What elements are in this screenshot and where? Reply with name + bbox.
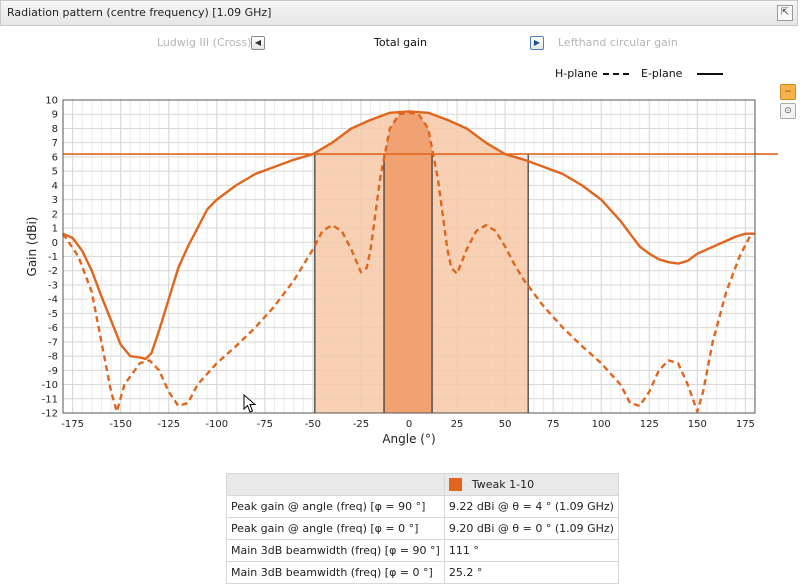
series-swatch: [448, 478, 462, 492]
table-row: Main 3dB beamwidth (freq) [φ = 0 °] 25.2…: [226, 561, 619, 584]
x-tick-label: 100: [592, 419, 611, 430]
y-tick-label: -4: [48, 295, 58, 306]
row-label: Main 3dB beamwidth (freq) [φ = 90 °]: [226, 539, 445, 562]
x-tick-label: 25: [451, 419, 464, 430]
x-tick-label: 75: [547, 419, 560, 430]
e-plane-beam-fill: [384, 112, 433, 413]
x-tick-label: 125: [640, 419, 659, 430]
summary-header-empty: [226, 473, 445, 496]
table-row: Main 3dB beamwidth (freq) [φ = 90 °] 111…: [226, 539, 619, 562]
y-tick-label: 3: [52, 195, 58, 206]
legend-h-plane: H-plane: [555, 67, 598, 80]
row-label: Peak gain @ angle (freq) [φ = 90 °]: [226, 495, 445, 518]
y-tick-label: -12: [42, 409, 58, 420]
legend-e-plane: E-plane: [641, 67, 683, 80]
y-tick-label: -9: [48, 366, 58, 377]
line-chart-icon[interactable]: ~: [780, 84, 796, 100]
radiation-pattern-chart: -175 -150 -125 -100 -75 -50 -25 0 25 50 75 100 125 15…: [25, 96, 778, 446]
y-tick-label: 4: [52, 181, 58, 192]
y-tick-label: -8: [48, 352, 58, 363]
y-tick-label: -1: [48, 252, 58, 263]
nav-next-label[interactable]: Lefthand circular gain: [558, 36, 678, 49]
download-icon[interactable]: ⊙: [780, 103, 796, 119]
y-tick-label: -7: [48, 337, 58, 348]
pin-icon[interactable]: ⇱: [777, 5, 793, 21]
y-tick-label: 6: [52, 152, 58, 163]
y-tick-label: 0: [52, 238, 58, 249]
y-tick-label: -6: [48, 323, 58, 334]
e-plane-series-line: [62, 110, 755, 361]
x-axis-label: Angle (°): [382, 432, 435, 446]
legend-solid-line-icon: [697, 73, 723, 75]
row-value: 9.22 dBi @ θ = 4 ° (1.09 GHz): [443, 495, 619, 518]
y-tick-label: -5: [48, 309, 58, 320]
x-tick-label: -75: [257, 419, 273, 430]
nav-current-label: Total gain: [374, 36, 427, 49]
x-tick-label: 0: [406, 419, 412, 430]
window-titlebar: Radiation pattern (centre frequency) [1.…: [0, 0, 798, 26]
x-tick-label: -150: [109, 419, 132, 430]
x-tick-label: 150: [688, 419, 707, 430]
y-tick-label: -10: [42, 380, 58, 391]
x-tick-label: 50: [499, 419, 512, 430]
row-value: 111 °: [443, 539, 619, 562]
x-tick-label: -100: [205, 419, 228, 430]
y-tick-label: 7: [52, 138, 58, 149]
y-tick-label: 5: [52, 167, 58, 178]
y-tick-label: -11: [42, 394, 58, 405]
prev-arrow-icon[interactable]: ◀: [251, 36, 265, 50]
x-tick-label: 175: [736, 419, 755, 430]
nav-prev-label[interactable]: Ludwig III (Cross): [157, 36, 252, 49]
y-tick-label: 9: [52, 110, 58, 121]
summary-header-label: Tweak 1-10: [471, 477, 535, 491]
y-tick-label: -3: [48, 280, 58, 291]
row-value: 9.20 dBi @ θ = 0 ° (1.09 GHz): [443, 517, 619, 540]
h-plane-series-line: [62, 111, 755, 413]
x-tick-label: -50: [305, 419, 321, 430]
summary-header-row: Tweak 1-10: [226, 473, 619, 496]
y-axis-label: Gain (dBi): [25, 217, 39, 277]
summary-header-cell: Tweak 1-10: [443, 473, 619, 496]
y-tick-label: 2: [52, 209, 58, 220]
row-value: 25.2 °: [443, 561, 619, 584]
legend-dashed-line-icon: [603, 73, 629, 75]
table-row: Peak gain @ angle (freq) [φ = 90 °] 9.22…: [226, 495, 619, 518]
table-row: Peak gain @ angle (freq) [φ = 0 °] 9.20 …: [226, 517, 619, 540]
window-title: Radiation pattern (centre frequency) [1.…: [7, 6, 272, 19]
row-label: Main 3dB beamwidth (freq) [φ = 0 °]: [226, 561, 445, 584]
row-label: Peak gain @ angle (freq) [φ = 0 °]: [226, 517, 445, 540]
y-tick-label: -2: [48, 266, 58, 277]
summary-table: Tweak 1-10 Peak gain @ angle (freq) [φ =…: [226, 473, 619, 584]
plot-border: [62, 99, 756, 414]
y-tick-label: 8: [52, 124, 58, 135]
next-arrow-icon[interactable]: ▶: [530, 36, 544, 50]
y-tick-label: 10: [45, 96, 58, 107]
y-tick-label: 1: [52, 224, 58, 235]
x-tick-label: -25: [353, 419, 369, 430]
x-tick-label: -125: [157, 419, 180, 430]
mouse-cursor-icon: [243, 394, 257, 413]
x-tick-label: -175: [61, 419, 84, 430]
